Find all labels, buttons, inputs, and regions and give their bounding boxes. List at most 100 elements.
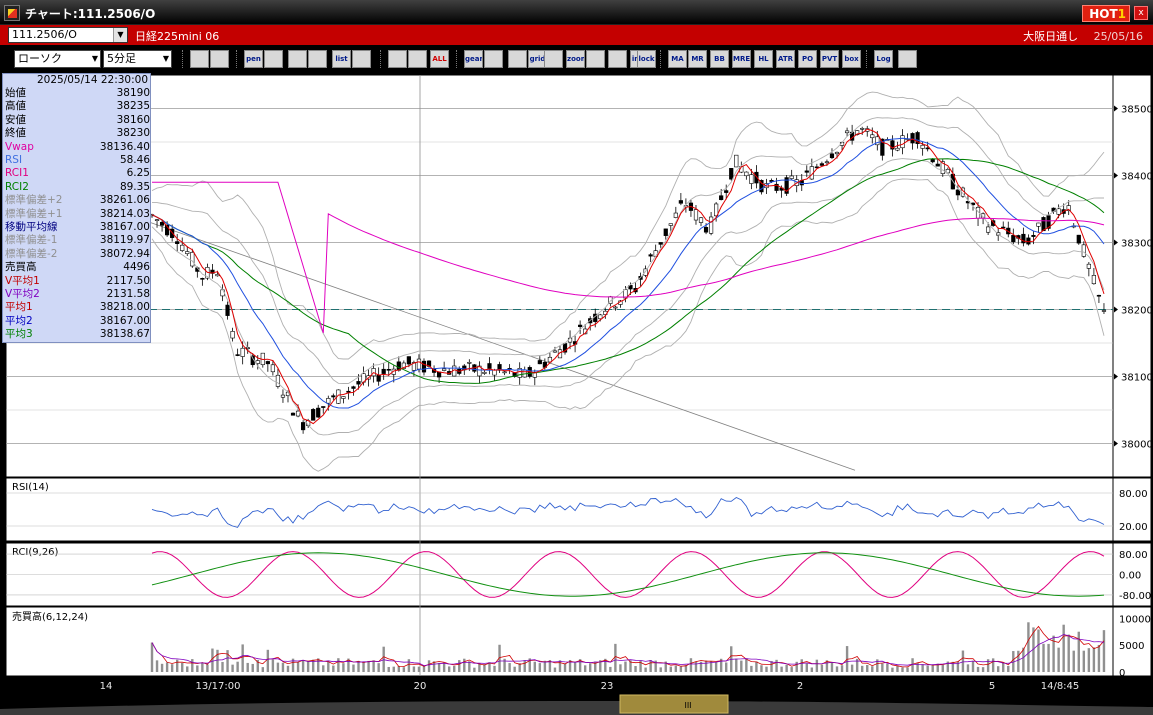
symbol-select[interactable]: 111.2506/O ▼ xyxy=(8,27,128,43)
volume-bar xyxy=(160,663,164,672)
candle-body xyxy=(1036,222,1041,227)
candle-body xyxy=(935,163,940,167)
candle-body xyxy=(719,195,724,200)
volume-bar xyxy=(175,659,179,672)
toolbar-mre-button[interactable]: MRE xyxy=(732,50,751,68)
toolbar-hl-button[interactable]: HL xyxy=(754,50,773,68)
toolbar-gear-button[interactable]: gear xyxy=(464,50,483,68)
interval-select[interactable]: 5分足 ▼ xyxy=(103,50,172,68)
candle-body xyxy=(986,226,991,233)
volume-bar xyxy=(327,661,330,672)
info-value: 38160 xyxy=(116,113,150,126)
toolbar-bar-a-button[interactable] xyxy=(388,50,407,68)
volume-bar xyxy=(583,665,587,672)
toolbar-atr-button[interactable]: ATR xyxy=(776,50,795,68)
info-row: 終値 38230 xyxy=(5,127,150,140)
tick-marker xyxy=(1114,440,1118,447)
volume-bar xyxy=(1057,647,1060,672)
toolbar-separator xyxy=(380,50,384,68)
volume-bar xyxy=(372,660,375,672)
toolbar-cursor-button[interactable] xyxy=(288,50,307,68)
toolbar-ma-button[interactable]: MA xyxy=(668,50,687,68)
info-label: 標準偏差-2 xyxy=(5,247,58,260)
ma-mid-line xyxy=(151,137,1105,409)
candle-body xyxy=(1101,310,1107,312)
info-value: 2117.50 xyxy=(106,274,150,287)
candle-body xyxy=(698,217,704,223)
volume-bar xyxy=(689,658,693,672)
volume-bar xyxy=(311,659,315,672)
close-button[interactable]: x xyxy=(1134,6,1148,20)
info-label: 移動平均線 xyxy=(5,221,58,233)
toolbar-refresh-button[interactable] xyxy=(308,50,327,68)
toolbar-chart-b-button[interactable] xyxy=(608,50,627,68)
volume-bar xyxy=(815,659,819,672)
volume-bar xyxy=(568,659,572,672)
candle-body xyxy=(663,228,668,236)
volume-bar xyxy=(478,663,481,672)
chevron-down-icon[interactable]: ▼ xyxy=(113,28,127,42)
candle-body xyxy=(301,422,306,431)
scrollbar-thumb[interactable] xyxy=(619,694,729,714)
volume-bar xyxy=(1002,662,1005,672)
toolbar-download-button[interactable] xyxy=(544,50,563,68)
volume-bar xyxy=(201,663,204,672)
hot-badge[interactable]: HOT1 xyxy=(1082,5,1130,22)
volume-bar xyxy=(286,665,290,672)
toolbar-zoom-button[interactable]: zoom xyxy=(566,50,585,68)
chart-canvas[interactable]: 38500 38400 38300 38200 38100 38000 RSI(14) 80.… xyxy=(0,73,1153,715)
volume-bar xyxy=(468,661,471,672)
candle-body xyxy=(497,364,502,371)
candle-body xyxy=(351,386,356,389)
volume-bar xyxy=(261,667,265,672)
toolbar-brush-button[interactable] xyxy=(264,50,283,68)
volume-bar xyxy=(684,665,688,672)
candle-body xyxy=(547,356,553,363)
volume-bar xyxy=(860,665,864,672)
candle-body xyxy=(744,171,749,177)
toolbar-box-button[interactable]: box xyxy=(842,50,861,68)
toolbar: ローソク ▼ 5分足 ▼ penlistALLgeargridzoominfol… xyxy=(0,45,1153,73)
volume-bar xyxy=(896,665,899,672)
toolbar-window-button[interactable] xyxy=(210,50,229,68)
candle-body xyxy=(416,358,422,370)
volume-bar xyxy=(281,662,285,672)
volume-bar xyxy=(473,667,476,672)
info-value: 58.46 xyxy=(119,154,150,166)
toolbar-trash-button[interactable] xyxy=(352,50,371,68)
volume-bar xyxy=(181,662,184,672)
rsi-line xyxy=(151,496,1105,528)
candle-body xyxy=(235,354,240,356)
toolbar-po-button[interactable]: PO xyxy=(798,50,817,68)
volume-bar xyxy=(518,663,521,672)
volume-bar xyxy=(301,660,305,672)
toolbar-wrench-button[interactable] xyxy=(484,50,503,68)
tick-marker xyxy=(1114,373,1118,380)
toolbar-pen-button[interactable]: pen xyxy=(244,50,263,68)
toolbar-palette-button[interactable] xyxy=(508,50,527,68)
volume-bar xyxy=(679,666,683,672)
candle-body xyxy=(1021,233,1026,244)
volume-bar xyxy=(271,659,275,672)
toolbar-export-button[interactable] xyxy=(898,50,917,68)
tick-marker xyxy=(1114,172,1118,179)
toolbar-bar-b-button[interactable] xyxy=(408,50,427,68)
toolbar-chart-a-button[interactable] xyxy=(586,50,605,68)
toolbar-mr-button[interactable]: MR xyxy=(688,50,707,68)
chart-area[interactable]: 38500 38400 38300 38200 38100 38000 RSI(14) 80.… xyxy=(0,73,1153,715)
toolbar-all-button[interactable]: ALL xyxy=(430,50,449,68)
toolbar-search-button[interactable] xyxy=(190,50,209,68)
candle-body xyxy=(537,360,542,365)
volume-bar xyxy=(916,662,919,672)
info-label: 高値 xyxy=(5,100,26,113)
toolbar-pvt-button[interactable]: PVT xyxy=(820,50,839,68)
volume-bar xyxy=(352,664,355,672)
toolbar-lock-button[interactable]: lock xyxy=(637,50,656,68)
toolbar-bb-button[interactable]: BB xyxy=(710,50,729,68)
chart-type-select[interactable]: ローソク ▼ xyxy=(14,50,101,68)
volume-bar xyxy=(1042,643,1045,672)
toolbar-log-button[interactable]: Log xyxy=(874,50,893,68)
info-label: 標準偏差-1 xyxy=(5,234,58,247)
toolbar-list-button[interactable]: list xyxy=(332,50,351,68)
volume-bar xyxy=(956,661,960,672)
